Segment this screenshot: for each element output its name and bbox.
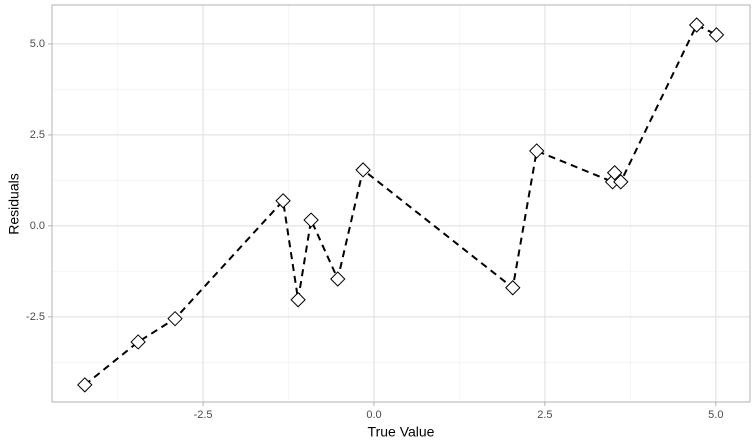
y-tick-label: 2.5 [30,129,45,141]
point [130,334,146,350]
y-axis-title: Residuals [6,173,22,234]
point [77,377,93,393]
point [688,17,705,33]
point [275,193,291,209]
point [606,165,623,181]
x-tick-label: 2.5 [537,409,552,421]
point [505,280,521,296]
point [355,162,371,178]
point [708,27,725,43]
x-tick-label: 0.0 [366,409,381,421]
point [167,310,183,327]
y-tick-label: -2.5 [26,311,45,323]
x-tick-label: 5.0 [708,409,723,421]
point [330,271,346,287]
point [528,143,545,159]
x-axis-title: True Value [368,424,435,440]
point [303,212,319,228]
point [613,174,629,190]
panel-border [51,4,751,403]
connecting-line [84,23,717,386]
y-tick-label: 5.0 [30,38,45,50]
y-tick-label: 0.0 [30,220,45,232]
point [290,292,306,308]
x-tick-label: -2.5 [194,409,213,421]
